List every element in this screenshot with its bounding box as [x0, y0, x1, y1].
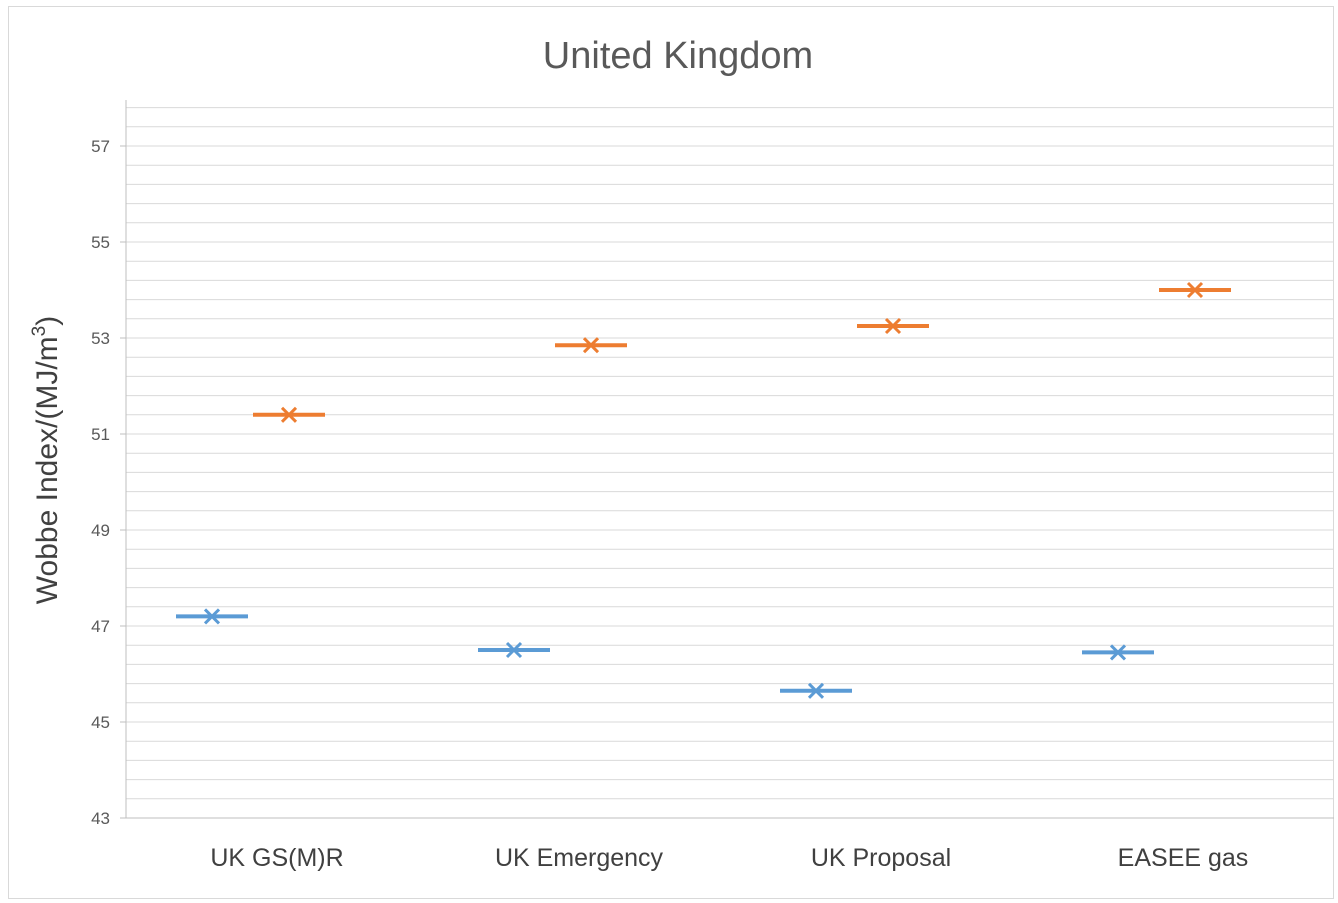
y-tick-label: 55	[91, 233, 110, 252]
y-tick-label: 57	[91, 137, 110, 156]
y-tick-label: 45	[91, 713, 110, 732]
x-tick-labels: UK GS(M)R UK Emergency UK Proposal EASEE ga…	[210, 844, 1248, 872]
data-point	[1159, 281, 1231, 299]
data-point	[253, 406, 325, 423]
y-tick-labels: 43 45 47 49 51 53 55 57	[91, 137, 126, 828]
y-tick-label: 47	[91, 617, 110, 636]
x-tick-label: EASEE gas	[1118, 844, 1249, 872]
x-tick-label: UK Proposal	[811, 844, 951, 872]
y-axis-label-main: Wobbe Index/(MJ/m	[31, 336, 64, 604]
y-tick-label: 43	[91, 809, 110, 828]
data-point	[1082, 644, 1154, 661]
y-axis-label: Wobbe Index/(MJ/m3)	[29, 316, 64, 604]
y-tick-label: 49	[91, 521, 110, 540]
x-tick-label: UK GS(M)R	[210, 844, 343, 872]
y-axis-label-end: )	[31, 316, 64, 326]
grid-lines	[126, 107, 1334, 800]
y-tick-label: 51	[91, 425, 110, 444]
chart-frame	[8, 6, 1334, 899]
data-point	[478, 641, 550, 659]
chart-title: United Kingdom	[543, 35, 813, 77]
x-tick-label: UK Emergency	[495, 844, 664, 872]
y-tick-label: 53	[91, 329, 110, 348]
data-point	[555, 337, 627, 354]
y-axis-label-superscript: 3	[29, 326, 50, 337]
data-point	[857, 317, 929, 335]
axes	[125, 100, 1334, 819]
data-point	[780, 682, 852, 699]
data-marks	[176, 281, 1231, 699]
data-point	[176, 608, 248, 625]
